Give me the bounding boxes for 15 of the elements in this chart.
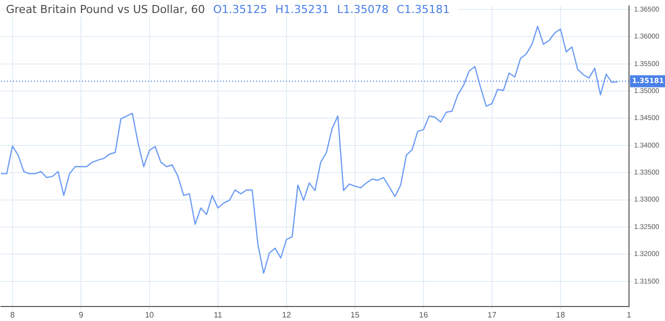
x-tick-label: 18 <box>556 310 566 320</box>
x-tick-label: 15 <box>350 310 360 320</box>
x-tick-label: 9 <box>78 310 84 320</box>
x-tick-label: 17 <box>488 310 497 320</box>
x-tick-label: 1 <box>626 310 632 320</box>
annotation: O1.35125 <box>213 3 268 16</box>
x-tick-label: 16 <box>419 310 428 320</box>
x-tick-label: 8 <box>10 310 16 320</box>
x-tick-label: 12 <box>282 310 292 320</box>
annotation: L1.35078 <box>336 3 389 16</box>
x-tick-label: 11 <box>214 310 223 320</box>
chart-title: Great Britain Pound vs US Dollar, 60 <box>6 3 206 16</box>
x-tick-label: 10 <box>144 310 154 320</box>
annotation: C1.35181 <box>396 3 450 16</box>
annotation: H1.35231 <box>275 3 329 16</box>
